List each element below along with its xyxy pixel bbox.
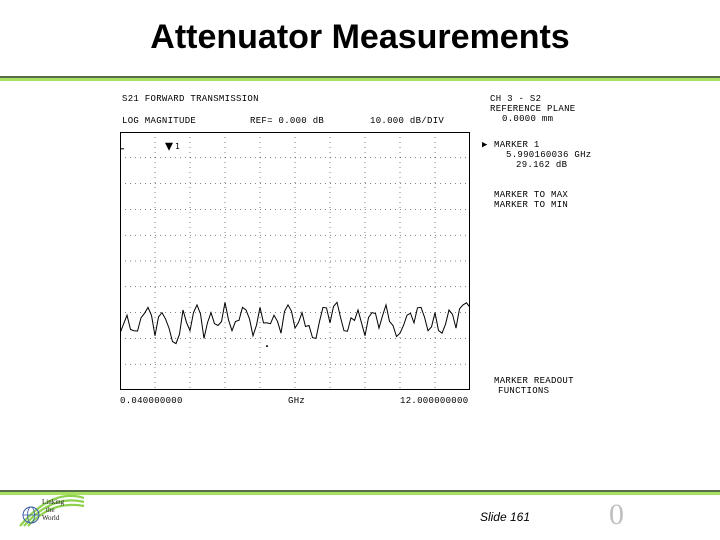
marker-readout-func: FUNCTIONS xyxy=(498,386,549,396)
x-start: 0.040000000 xyxy=(120,396,183,406)
ref-label: REF= 0.000 dB xyxy=(250,116,324,126)
trace-id: S21 FORWARD TRANSMISSION xyxy=(122,94,259,104)
network-analyzer-plot: 1 xyxy=(120,132,470,390)
marker-freq: 5.990160036 GHz xyxy=(506,150,592,160)
marker-to-max: MARKER TO MAX xyxy=(494,190,568,200)
corner-number: 0 xyxy=(609,498,624,532)
port-ext: CH 3 - S2 xyxy=(490,94,541,104)
ref-plane-label: REFERENCE PLANE xyxy=(490,104,576,114)
marker-name: MARKER 1 xyxy=(494,140,540,150)
instrument-screenshot: S21 FORWARD TRANSMISSION LOG MAGNITUDE R… xyxy=(120,94,620,424)
marker-readout-label: MARKER READOUT xyxy=(494,376,574,386)
logo: LinkingtheWorld xyxy=(18,492,88,530)
logo-svg: LinkingtheWorld xyxy=(18,492,88,530)
svg-text:1: 1 xyxy=(175,142,180,151)
svg-text:World: World xyxy=(42,514,60,522)
plot-svg: 1 xyxy=(120,132,470,390)
scale-label: 10.000 dB/DIV xyxy=(370,116,444,126)
format-label: LOG MAGNITUDE xyxy=(122,116,196,126)
marker-pointer-icon: ▶ xyxy=(482,140,488,150)
ref-plane-value: 0.0000 mm xyxy=(502,114,553,124)
slide-root: Attenuator Measurements S21 FORWARD TRAN… xyxy=(0,0,720,540)
x-unit: GHz xyxy=(288,396,305,406)
marker-value: 29.162 dB xyxy=(516,160,567,170)
slide-number: Slide 161 xyxy=(480,510,530,524)
x-stop: 12.000000000 xyxy=(400,396,468,406)
divider-top-light xyxy=(0,78,720,81)
slide-title: Attenuator Measurements xyxy=(0,18,720,57)
divider-bottom-light xyxy=(0,492,720,495)
marker-to-min: MARKER TO MIN xyxy=(494,200,568,210)
svg-text:the: the xyxy=(46,506,55,514)
svg-text:Linking: Linking xyxy=(42,498,65,506)
